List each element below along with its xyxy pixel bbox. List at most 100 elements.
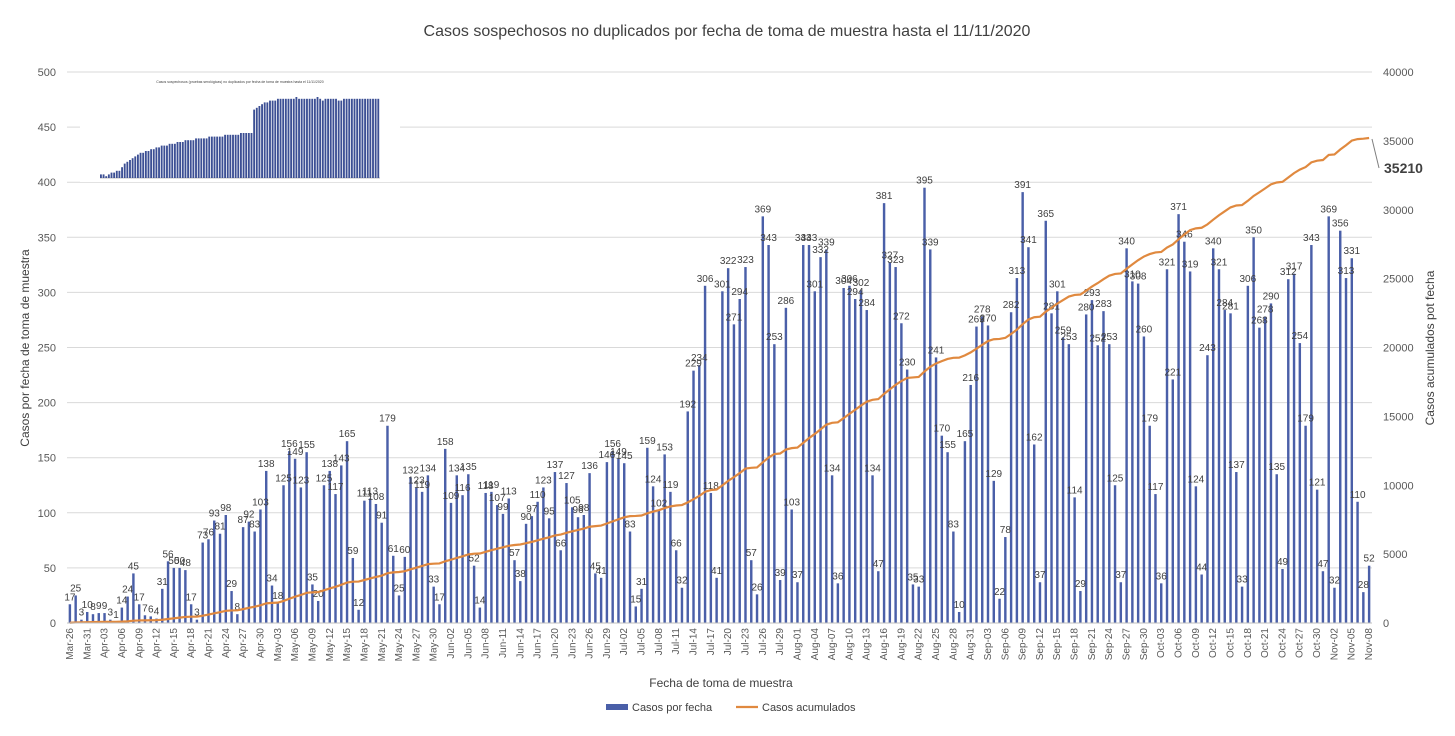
inset-bar (105, 176, 108, 178)
inset-bar (136, 154, 139, 178)
bar (744, 267, 747, 623)
x-tick-label: Jun-11 (498, 628, 509, 658)
data-label: 371 (1170, 202, 1187, 213)
inset-bar (160, 145, 163, 178)
data-label: 121 (1309, 478, 1326, 489)
bar (1009, 312, 1013, 623)
y-axis-label: Casos por fecha de toma de muestra (18, 249, 32, 447)
data-label: 317 (1286, 262, 1303, 273)
bar (461, 495, 464, 623)
data-label: 102 (651, 499, 668, 510)
data-label: 270 (980, 313, 997, 324)
bar (651, 486, 655, 623)
x-tick-label: Jul-23 (741, 628, 752, 656)
x-tick-label: Apr-15 (169, 628, 180, 658)
x-tick-label: Jun-29 (602, 628, 613, 659)
data-label: 57 (509, 548, 521, 559)
bar (986, 325, 990, 623)
bar (1206, 355, 1209, 623)
x-tick-label: Jul-02 (619, 628, 630, 656)
bar (1004, 537, 1007, 623)
data-label: 37 (1115, 570, 1127, 581)
x-tick-label: Oct-06 (1174, 628, 1185, 658)
inset-bar (348, 98, 351, 178)
x-tick-label: Jul-26 (758, 628, 769, 656)
data-label: 98 (220, 503, 232, 514)
bar (1310, 245, 1313, 623)
data-label: 9 (96, 601, 102, 612)
y2-tick-label: 30000 (1383, 205, 1414, 217)
bar (975, 326, 978, 623)
inset-bar (195, 138, 197, 178)
data-label: 149 (287, 447, 304, 458)
bar (663, 454, 666, 623)
data-label: 124 (645, 474, 662, 485)
x-tick-label: Apr-12 (152, 628, 163, 658)
data-label: 31 (157, 577, 169, 588)
y2-tick-label: 20000 (1383, 343, 1414, 355)
inset-bar (181, 142, 184, 178)
data-label: 301 (714, 279, 731, 290)
data-label: 343 (1303, 233, 1320, 244)
inset-bar (121, 167, 123, 178)
x-tick-label: Aug-04 (810, 628, 821, 661)
x-axis-ticks: Mar-26 Mar-31 Apr-03 Apr-06 Apr-09 Apr-12 Apr-… (65, 628, 1375, 662)
inset-bar (179, 142, 182, 178)
bar (1038, 582, 1042, 623)
bar (1165, 269, 1169, 623)
bar (236, 614, 239, 623)
data-label: 165 (957, 429, 974, 440)
x-tick-label: Jul-17 (706, 628, 717, 656)
bar (848, 285, 851, 623)
inset-bar (282, 98, 285, 178)
bar (143, 615, 147, 623)
y-tick-label: 250 (38, 343, 56, 355)
bar (316, 600, 320, 623)
inset-bar (142, 152, 145, 178)
data-label: 20 (313, 589, 325, 600)
inset-bar (158, 147, 160, 178)
inset-bar (218, 136, 221, 178)
data-label: 108 (368, 492, 385, 503)
inset-bar (126, 161, 129, 178)
bar (698, 365, 701, 623)
bar (126, 596, 129, 623)
data-label: 45 (590, 561, 602, 572)
data-label: 301 (1049, 279, 1066, 290)
bar (1090, 300, 1094, 623)
data-label: 56 (162, 549, 174, 560)
bar (1275, 474, 1278, 623)
data-label: 98 (578, 503, 590, 514)
x-tick-label: Jun-14 (515, 628, 526, 659)
x-tick-label: Jul-11 (671, 628, 682, 655)
bar (929, 249, 932, 624)
data-label: 294 (731, 287, 748, 298)
x-tick-label: May-24 (394, 628, 405, 662)
bar (397, 595, 401, 623)
bar (328, 470, 331, 623)
bar (305, 452, 308, 623)
inset-bar (366, 98, 369, 178)
y-tick-label: 100 (38, 508, 56, 520)
inset-bar (123, 163, 126, 178)
data-label: 234 (691, 353, 708, 364)
inset-bar (303, 98, 306, 178)
bar (166, 561, 170, 623)
bar (270, 585, 274, 623)
data-label: 302 (853, 278, 870, 289)
inset-bars (100, 97, 380, 179)
bar (1217, 269, 1221, 623)
inset-bar (369, 98, 372, 178)
data-label: 356 (1332, 219, 1349, 230)
data-label: 81 (214, 522, 226, 533)
data-label: 52 (469, 554, 481, 565)
bar (825, 249, 828, 624)
bar (213, 520, 216, 623)
data-label: 321 (1159, 257, 1176, 268)
data-label: 221 (1164, 367, 1181, 378)
inset-bar (350, 98, 353, 178)
data-label: 25 (70, 583, 82, 594)
bar (1125, 248, 1128, 623)
data-label: 134 (420, 463, 437, 474)
data-label: 327 (881, 251, 898, 262)
